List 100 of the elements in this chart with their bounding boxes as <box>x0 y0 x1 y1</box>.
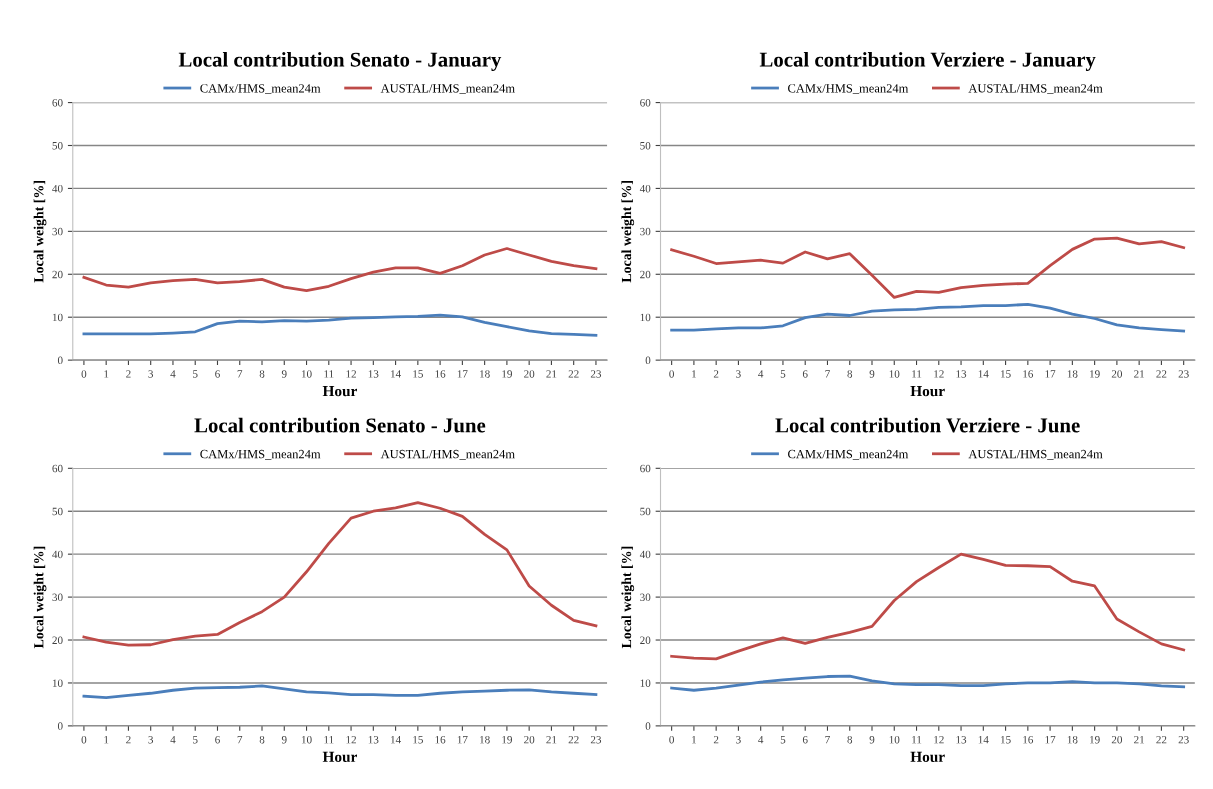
x-tick-label: 6 <box>215 735 220 744</box>
x-tick-label: 11 <box>912 735 922 744</box>
x-tick-label: 4 <box>758 736 764 744</box>
x-axis-title: Hour <box>322 386 357 397</box>
x-tick-label: 6 <box>802 735 808 744</box>
x-tick-label: 1 <box>692 370 697 378</box>
chart-title: Local contribution Senato - January <box>178 52 502 71</box>
x-tick-label: 18 <box>480 735 490 744</box>
x-tick-label: 18 <box>1067 735 1078 744</box>
x-tick-label: 1 <box>692 735 697 744</box>
x-tick-label: 15 <box>1001 370 1011 378</box>
legend-label: CAMx/HMS_mean24m <box>200 449 321 460</box>
x-tick-label: 12 <box>934 370 944 378</box>
y-tick-label: 20 <box>640 270 651 279</box>
x-tick-label: 10 <box>301 735 312 744</box>
x-tick-label: 0 <box>669 370 674 378</box>
x-tick-label: 11 <box>324 735 334 744</box>
x-tick-label: 1 <box>104 735 109 744</box>
line-series <box>82 684 598 699</box>
x-tick-label: 13 <box>368 370 379 378</box>
x-tick-label: 6 <box>215 370 220 378</box>
legend-label: AUSTAL/HMS_mean24m <box>380 84 515 95</box>
x-tick-label: 22 <box>1156 370 1167 378</box>
x-tick-label: 17 <box>1045 370 1056 378</box>
x-tick-label: 23 <box>1178 735 1189 744</box>
y-tick-label: 60 <box>640 464 651 473</box>
y-tick-label: 60 <box>52 464 63 473</box>
x-tick-label: 21 <box>1134 370 1145 378</box>
y-tick-label: 40 <box>639 550 651 559</box>
chart-title: Local contribution Senato - June <box>194 417 486 433</box>
x-tick-label: 2 <box>713 370 719 378</box>
x-tick-label: 3 <box>736 735 741 744</box>
x-tick-label: 23 <box>590 735 602 744</box>
line-series <box>670 552 1186 661</box>
x-tick-label: 12 <box>346 735 356 744</box>
x-tick-label: 2 <box>126 370 131 378</box>
x-axis-title: Hour <box>910 751 945 763</box>
x-tick-label: 22 <box>568 370 579 378</box>
x-tick-label: 21 <box>546 370 557 378</box>
x-tick-label: 9 <box>869 370 875 378</box>
x-tick-label: 19 <box>502 370 512 378</box>
y-tick-label: 10 <box>640 313 651 322</box>
line-series <box>670 674 1186 692</box>
x-tick-label: 5 <box>780 736 786 744</box>
x-tick-label: 9 <box>869 735 875 744</box>
y-tick-label: 30 <box>52 227 63 236</box>
x-tick-label: 17 <box>1045 735 1056 744</box>
x-tick-label: 2 <box>126 735 131 744</box>
x-tick-label: 5 <box>193 736 198 744</box>
x-tick-label: 17 <box>457 370 468 378</box>
y-tick-label: 50 <box>640 141 651 150</box>
line-series <box>82 501 598 647</box>
y-tick-label: 10 <box>52 313 63 322</box>
x-tick-label: 23 <box>1178 370 1189 378</box>
x-tick-label: 19 <box>1090 370 1100 378</box>
x-tick-label: 1 <box>104 370 109 378</box>
x-tick-label: 10 <box>301 370 312 378</box>
chart-title: Local contribution Verziere - January <box>759 52 1096 71</box>
y-tick-label: 0 <box>57 722 63 730</box>
y-tick-label: 20 <box>52 636 63 644</box>
x-tick-label: 11 <box>324 370 334 378</box>
legend-label: AUSTAL/HMS_mean24m <box>380 449 515 460</box>
line-series <box>670 302 1186 333</box>
x-tick-label: 17 <box>457 735 468 744</box>
x-tick-label: 13 <box>956 370 967 378</box>
y-tick-label: 20 <box>52 270 63 279</box>
x-tick-label: 16 <box>1023 370 1034 378</box>
y-tick-label: 0 <box>645 356 651 365</box>
y-tick-label: 10 <box>52 679 63 687</box>
x-tick-label: 15 <box>413 370 423 378</box>
x-tick-label: 20 <box>524 735 535 744</box>
x-tick-label: 15 <box>413 735 423 744</box>
x-tick-label: 7 <box>825 736 830 744</box>
line-series <box>82 313 598 337</box>
y-axis-title: Local weight [%] <box>33 546 47 649</box>
legend-label: CAMx/HMS_mean24m <box>788 84 909 95</box>
x-tick-label: 18 <box>1067 370 1078 378</box>
x-tick-label: 13 <box>368 735 379 744</box>
y-tick-label: 50 <box>52 141 63 150</box>
x-tick-label: 11 <box>912 370 922 378</box>
y-tick-label: 40 <box>52 184 63 193</box>
y-tick-label: 0 <box>645 722 651 730</box>
x-axis-title: Hour <box>322 751 357 763</box>
y-axis-title: Local weight [%] <box>621 181 635 283</box>
y-tick-label: 30 <box>640 593 651 602</box>
y-tick-label: 20 <box>640 636 651 644</box>
x-tick-label: 23 <box>590 370 602 378</box>
x-tick-label: 8 <box>847 735 853 744</box>
line-series <box>670 236 1186 299</box>
x-tick-label: 20 <box>524 370 535 378</box>
x-tick-label: 7 <box>237 736 243 744</box>
x-tick-label: 14 <box>978 370 989 378</box>
x-tick-label: 3 <box>148 370 154 378</box>
x-tick-label: 21 <box>546 735 557 744</box>
x-tick-label: 16 <box>435 735 446 744</box>
x-tick-label: 5 <box>780 370 786 378</box>
x-tick-label: 22 <box>1156 735 1167 744</box>
y-axis-title: Local weight [%] <box>621 546 635 649</box>
x-tick-label: 8 <box>259 735 265 744</box>
x-tick-label: 9 <box>281 370 287 378</box>
